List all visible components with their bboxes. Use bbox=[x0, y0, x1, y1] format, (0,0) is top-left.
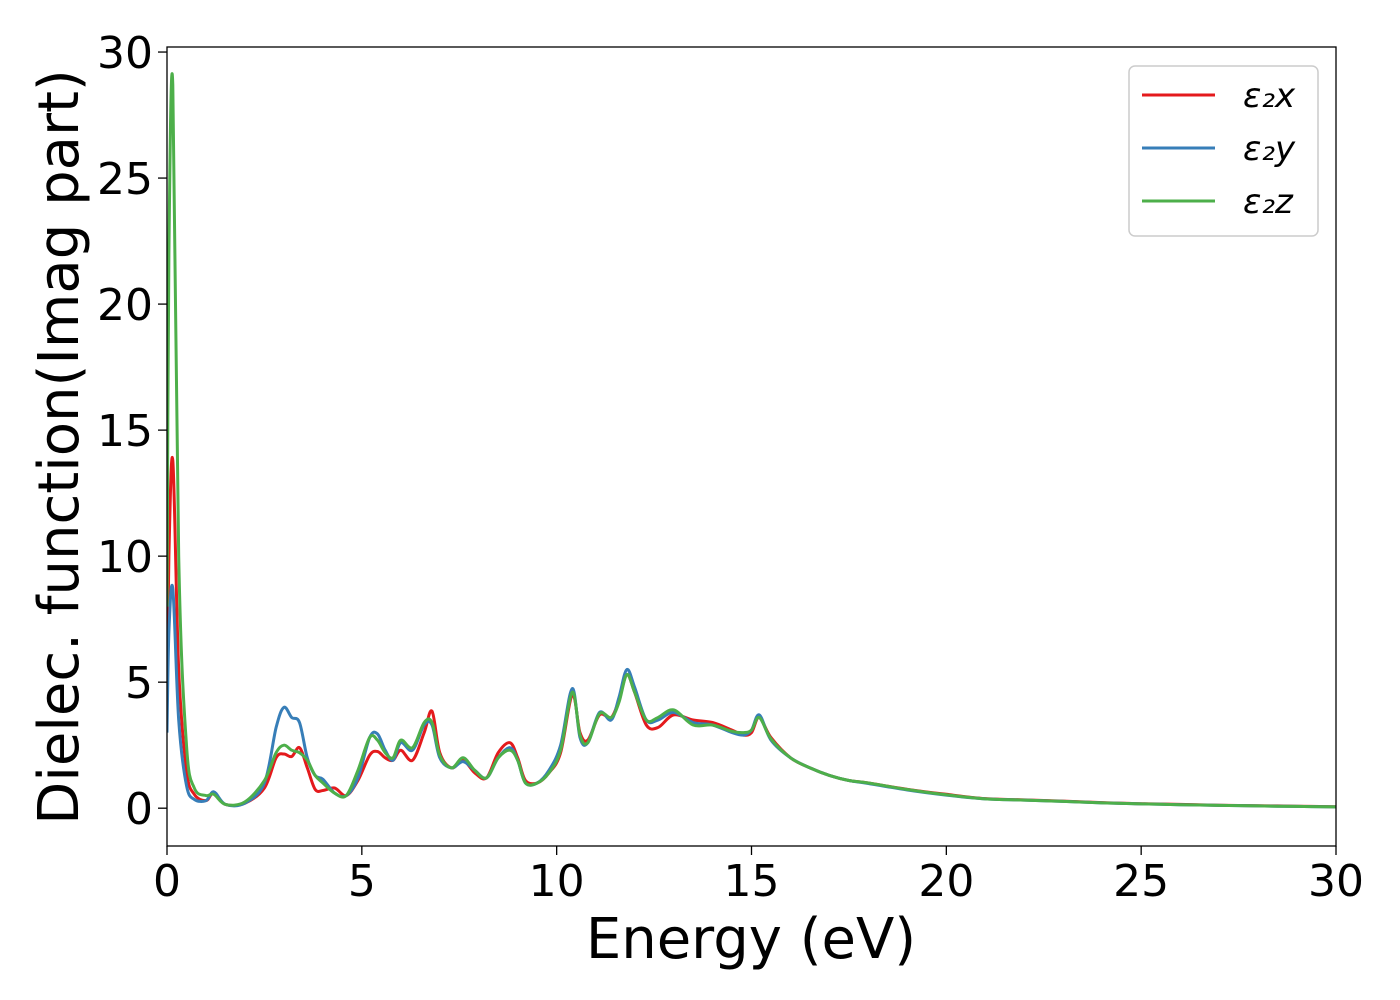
series-line-3 bbox=[167, 72, 1336, 809]
y-tick-label: 0 bbox=[125, 784, 153, 835]
series-line-2 bbox=[167, 584, 1336, 809]
legend: ε₂x ε₂y ε₂z bbox=[1128, 65, 1319, 237]
series-line-1 bbox=[167, 456, 1336, 809]
legend-label-1: ε₂x bbox=[1243, 76, 1296, 116]
legend-box bbox=[1128, 65, 1319, 237]
legend-label-3: ε₂z bbox=[1243, 182, 1294, 222]
y-tick-label: 5 bbox=[125, 658, 153, 709]
y-axis: 0 5 10 15 20 25 30 bbox=[97, 28, 167, 835]
x-tick-label: 15 bbox=[724, 856, 780, 907]
series-layer bbox=[167, 72, 1336, 809]
legend-label-2: ε₂y bbox=[1243, 129, 1296, 169]
x-tick-label: 0 bbox=[153, 856, 181, 907]
y-tick-label: 15 bbox=[97, 406, 153, 457]
x-axis: 0 5 10 15 20 25 30 bbox=[153, 846, 1364, 907]
x-axis-title: Energy (eV) bbox=[586, 907, 916, 972]
y-axis-title: Dielec. function(Imag part) bbox=[27, 69, 92, 825]
x-tick-label: 30 bbox=[1308, 856, 1364, 907]
y-tick-label: 10 bbox=[97, 532, 153, 583]
x-tick-label: 20 bbox=[918, 856, 974, 907]
x-tick-label: 25 bbox=[1113, 856, 1169, 907]
y-tick-label: 30 bbox=[97, 28, 153, 79]
y-tick-label: 20 bbox=[97, 280, 153, 331]
x-tick-label: 5 bbox=[348, 856, 376, 907]
y-tick-label: 25 bbox=[97, 154, 153, 205]
x-tick-label: 10 bbox=[529, 856, 585, 907]
